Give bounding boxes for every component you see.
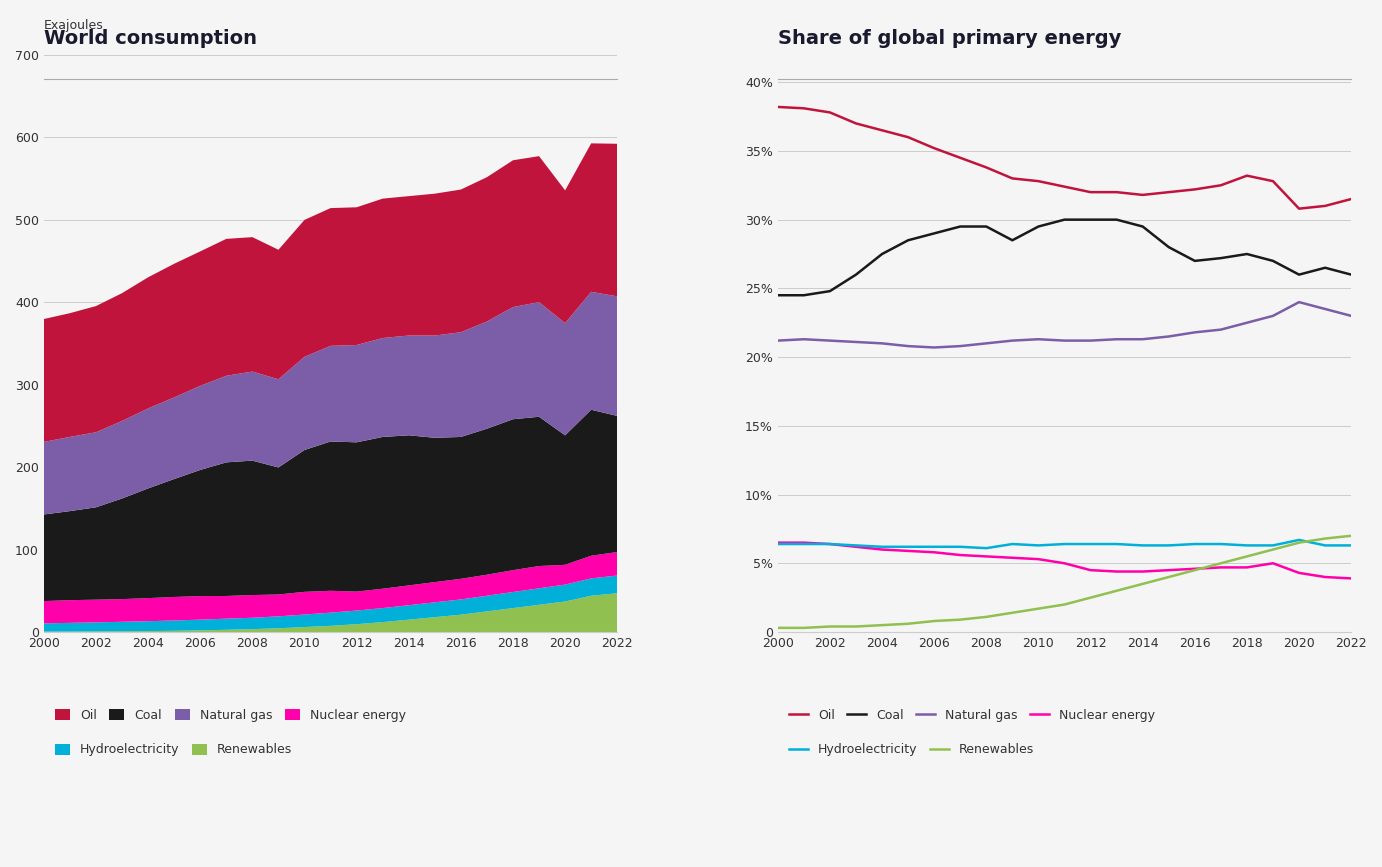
Text: World consumption: World consumption xyxy=(44,29,257,48)
Legend: Hydroelectricity, Renewables: Hydroelectricity, Renewables xyxy=(784,739,1039,761)
Legend: Hydroelectricity, Renewables: Hydroelectricity, Renewables xyxy=(50,739,297,761)
Text: Exajoules: Exajoules xyxy=(44,18,104,31)
Text: Share of global primary energy: Share of global primary energy xyxy=(778,29,1121,48)
